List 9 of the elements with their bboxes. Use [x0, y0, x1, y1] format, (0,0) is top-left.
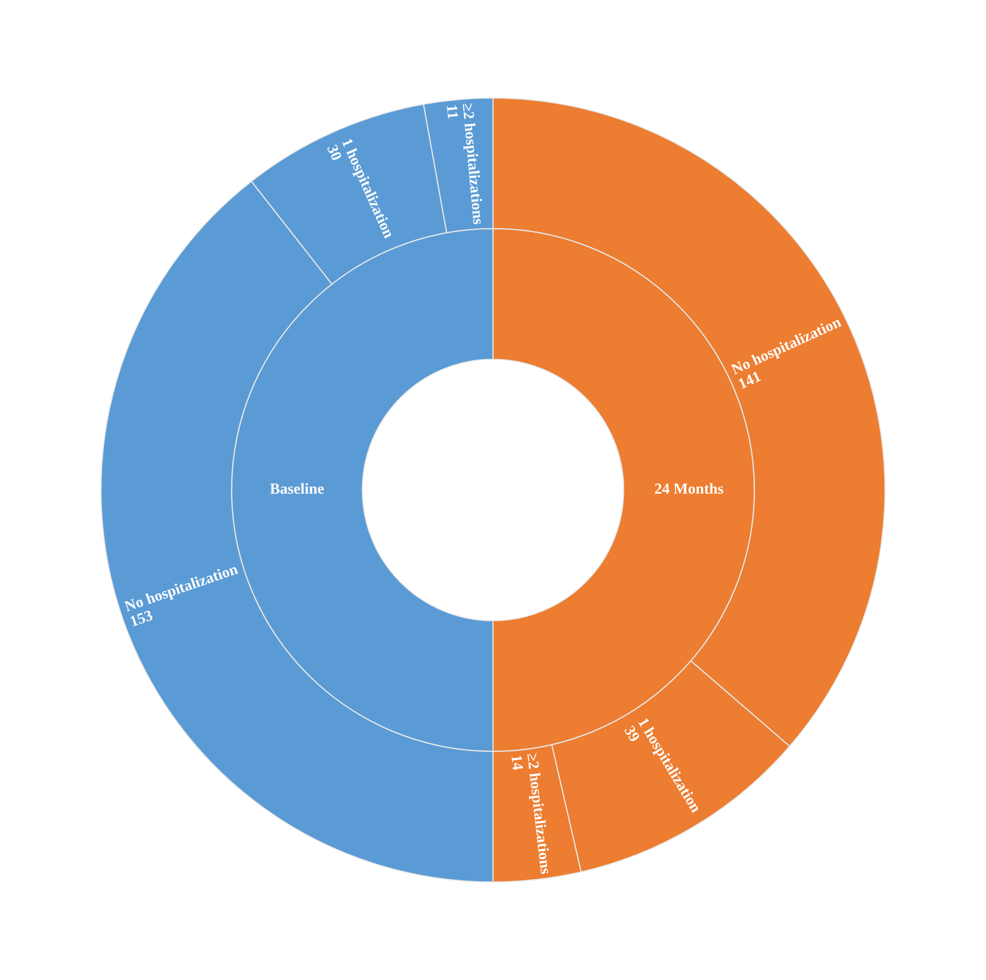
text: 24 Months	[655, 483, 724, 494]
data-label: 153	[130, 610, 154, 627]
slice-label: ≥2 hospitalizations	[524, 753, 552, 875]
slice-label: ≥2 hospitalizations	[460, 103, 484, 225]
data-label: 39	[624, 725, 640, 742]
data-label: 30	[327, 144, 342, 162]
data-label: 14	[512, 756, 524, 770]
data-label: 11	[447, 105, 458, 119]
text: Baseline	[270, 483, 324, 494]
